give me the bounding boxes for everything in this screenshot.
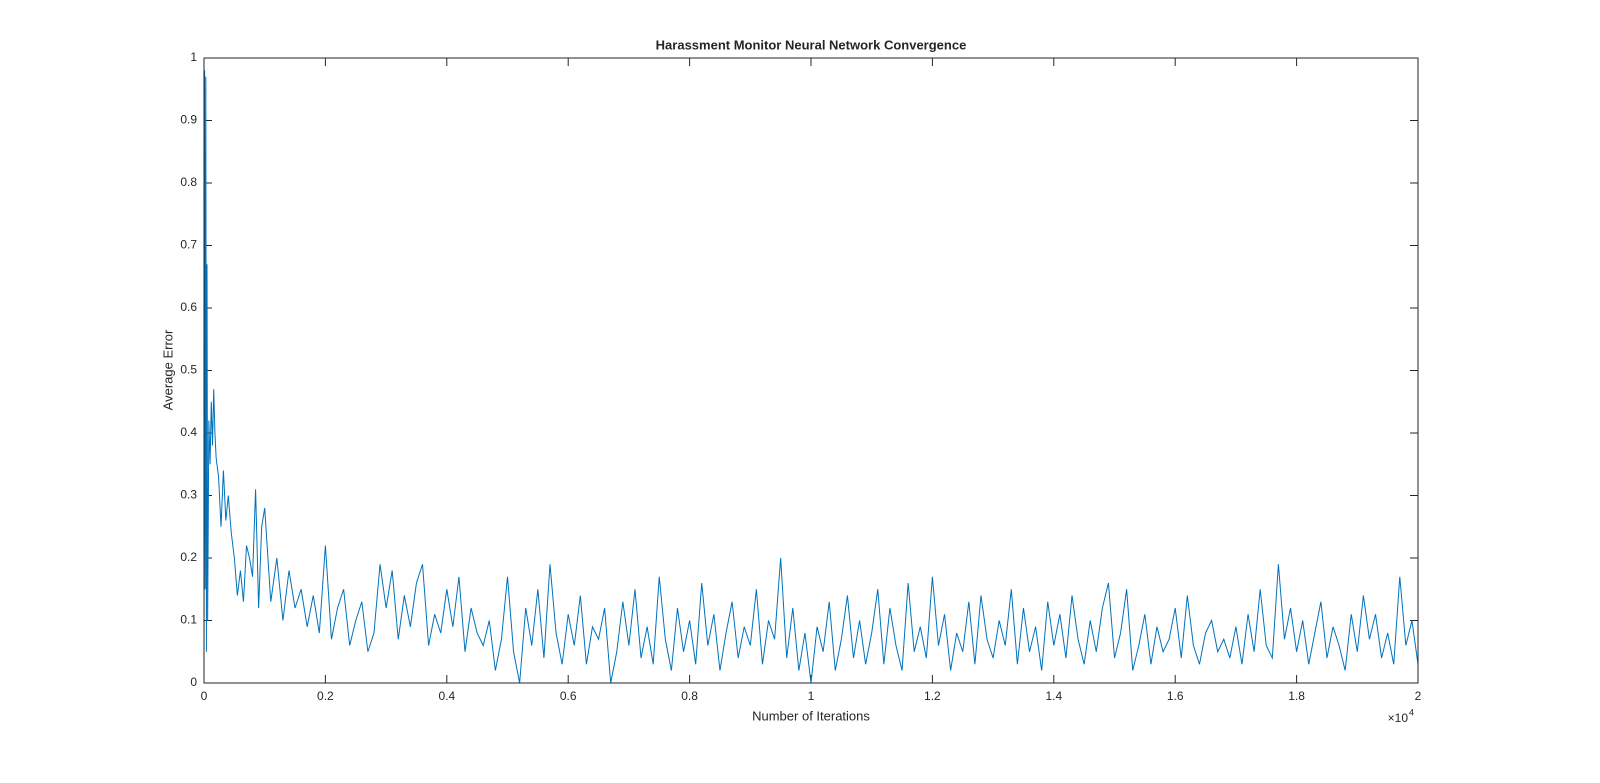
y-tick-label: 0.2 xyxy=(180,550,197,564)
x-multiplier: ×10 xyxy=(1388,711,1409,725)
y-tick-label: 0.4 xyxy=(180,425,197,439)
x-tick-label: 0.8 xyxy=(681,689,698,703)
x-axis-label: Number of Iterations xyxy=(752,708,870,723)
y-tick-label: 1 xyxy=(190,50,197,64)
x-tick-label: 1.6 xyxy=(1167,689,1184,703)
x-tick-label: 1.2 xyxy=(924,689,941,703)
y-tick-label: 0.3 xyxy=(180,488,197,502)
x-tick-label: 0.4 xyxy=(438,689,455,703)
x-tick-label: 0.6 xyxy=(560,689,577,703)
x-tick-label: 1.8 xyxy=(1288,689,1305,703)
x-tick-label: 2 xyxy=(1415,689,1422,703)
x-tick-label: 1 xyxy=(808,689,815,703)
x-tick-label: 0.2 xyxy=(317,689,334,703)
y-tick-label: 0.6 xyxy=(180,300,197,314)
x-tick-label: 0 xyxy=(201,689,208,703)
plot-frame xyxy=(203,57,1419,684)
y-tick-label: 0 xyxy=(190,675,197,689)
y-tick-label: 0.5 xyxy=(180,363,197,377)
chart-title: Harassment Monitor Neural Network Conver… xyxy=(656,37,967,52)
y-axis-label: Average Error xyxy=(160,329,175,410)
y-tick-label: 0.8 xyxy=(180,175,197,189)
data-line xyxy=(203,70,1419,684)
x-tick-label: 1.4 xyxy=(1045,689,1062,703)
y-tick-label: 0.7 xyxy=(180,238,197,252)
x-multiplier-power: 4 xyxy=(1409,707,1414,717)
y-tick-label: 0.1 xyxy=(180,613,197,627)
y-tick-label: 0.9 xyxy=(180,113,197,127)
